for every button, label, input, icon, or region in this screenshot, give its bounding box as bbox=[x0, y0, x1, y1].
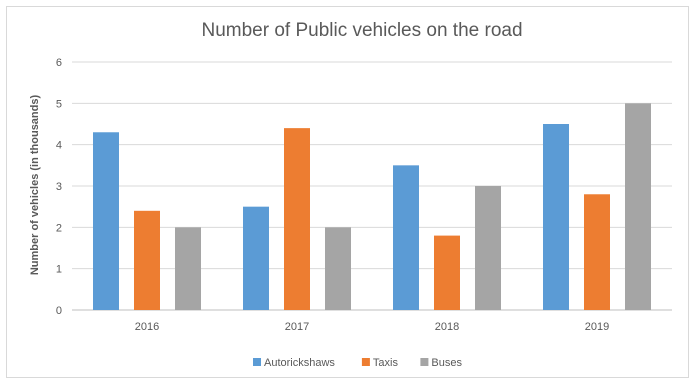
y-tick-label: 3 bbox=[56, 181, 62, 193]
x-tick-labels: 2016 2017 2018 2019 bbox=[135, 321, 609, 333]
legend-item-autorickshaws: Autorickshaws bbox=[253, 357, 335, 369]
legend-label: Taxis bbox=[373, 357, 399, 369]
bar-autorickshaws-2017 bbox=[243, 206, 269, 310]
bar-taxis-2016 bbox=[134, 210, 160, 310]
bars bbox=[93, 103, 651, 310]
y-tick-label: 5 bbox=[56, 98, 62, 110]
legend-label: Autorickshaws bbox=[264, 357, 335, 369]
bar-autorickshaws-2018 bbox=[393, 165, 419, 310]
y-tick-label: 1 bbox=[56, 264, 62, 276]
legend-item-buses: Buses bbox=[420, 357, 462, 369]
bar-buses-2016 bbox=[175, 227, 201, 310]
bar-buses-2019 bbox=[625, 103, 651, 310]
bar-taxis-2018 bbox=[434, 235, 460, 310]
legend-label: Buses bbox=[431, 357, 462, 369]
y-tick-label: 2 bbox=[56, 222, 62, 234]
y-tick-label: 6 bbox=[56, 57, 62, 69]
legend: Autorickshaws Taxis Buses bbox=[253, 357, 462, 369]
gridlines bbox=[72, 61, 672, 311]
legend-swatch bbox=[361, 358, 370, 366]
chart-frame bbox=[6, 6, 689, 378]
x-tick-label: 2017 bbox=[285, 321, 309, 333]
legend-item-taxis: Taxis bbox=[361, 357, 399, 369]
legend-swatch bbox=[253, 358, 261, 366]
y-tick-label: 0 bbox=[56, 305, 62, 317]
x-tick-label: 2016 bbox=[135, 321, 159, 333]
legend-swatch bbox=[420, 358, 429, 366]
bar-autorickshaws-2016 bbox=[93, 132, 119, 310]
y-tick-label: 4 bbox=[56, 140, 62, 152]
bar-autorickshaws-2019 bbox=[543, 124, 569, 310]
bar-taxis-2017 bbox=[284, 128, 310, 310]
chart-title: Number of Public vehicles on the road bbox=[201, 20, 522, 41]
x-tick-label: 2018 bbox=[435, 321, 459, 333]
y-tick-labels: 0 1 2 3 4 5 6 bbox=[56, 57, 62, 317]
bar-buses-2018 bbox=[475, 186, 501, 310]
x-tick-label: 2019 bbox=[585, 321, 609, 333]
y-axis-label: Number of vehicles (in thousands) bbox=[29, 95, 41, 276]
bar-buses-2017 bbox=[325, 227, 351, 310]
bar-taxis-2019 bbox=[584, 194, 610, 310]
